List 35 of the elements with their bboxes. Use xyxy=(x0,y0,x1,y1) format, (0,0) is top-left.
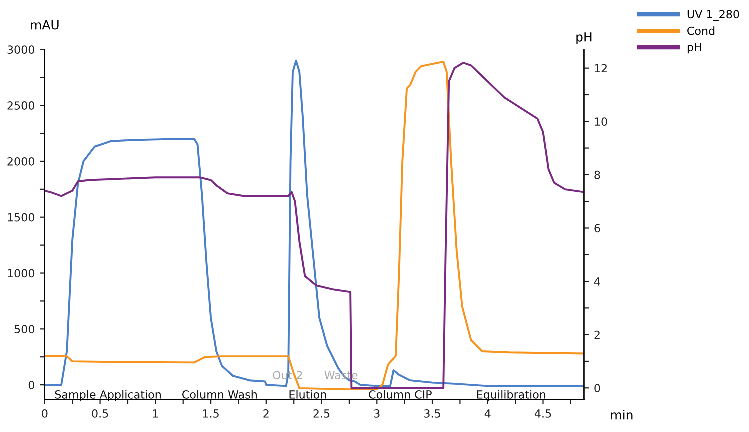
x-tick-label: 3.5 xyxy=(424,410,440,418)
annotation: Elution xyxy=(290,390,326,399)
x-axis-title: min xyxy=(611,410,633,420)
annotation: Equilibration xyxy=(477,390,546,402)
legend-label: pH xyxy=(688,43,702,54)
y-tick-label: 0 xyxy=(28,381,34,390)
y-tick-label: 1000 xyxy=(8,269,34,278)
y2-tick-label: 8 xyxy=(594,170,600,180)
y2-axis-title: pH xyxy=(576,32,592,44)
annotation: Column Wash xyxy=(182,390,257,399)
y-tick-label: 500 xyxy=(14,325,34,334)
x-tick-label: 3 xyxy=(374,410,380,418)
annotation: Column CIP xyxy=(369,390,432,399)
legend-label: UV 1_280 xyxy=(688,10,740,22)
y2-tick-label: 6 xyxy=(594,224,600,233)
y-tick-label: 1500 xyxy=(8,213,34,222)
x-tick-label: 1 xyxy=(153,410,158,418)
x-tick-label: 2 xyxy=(264,410,269,418)
annotation: Sample Application xyxy=(55,390,161,402)
y2-tick-label: 10 xyxy=(595,118,608,126)
x-tick-label: 4.5 xyxy=(534,410,552,418)
y-tick-label: 3000 xyxy=(8,46,34,54)
y-axis-title: mAU xyxy=(31,20,59,30)
y2-tick-label: 4 xyxy=(594,278,600,286)
legend-label: Cond xyxy=(688,26,715,36)
y2-tick-label: 2 xyxy=(594,330,600,340)
y2-tick-label: 12 xyxy=(595,64,607,73)
x-tick-label: 0.5 xyxy=(92,410,108,418)
x-tick-label: 2.5 xyxy=(314,410,330,418)
y2-tick-label: 0 xyxy=(594,384,600,393)
x-tick-label: 4 xyxy=(484,410,491,418)
y-tick-label: 2500 xyxy=(8,102,34,110)
x-tick-label: 1.5 xyxy=(203,410,219,418)
y-tick-label: 2000 xyxy=(8,157,34,166)
x-tick-label: 0 xyxy=(42,410,48,418)
